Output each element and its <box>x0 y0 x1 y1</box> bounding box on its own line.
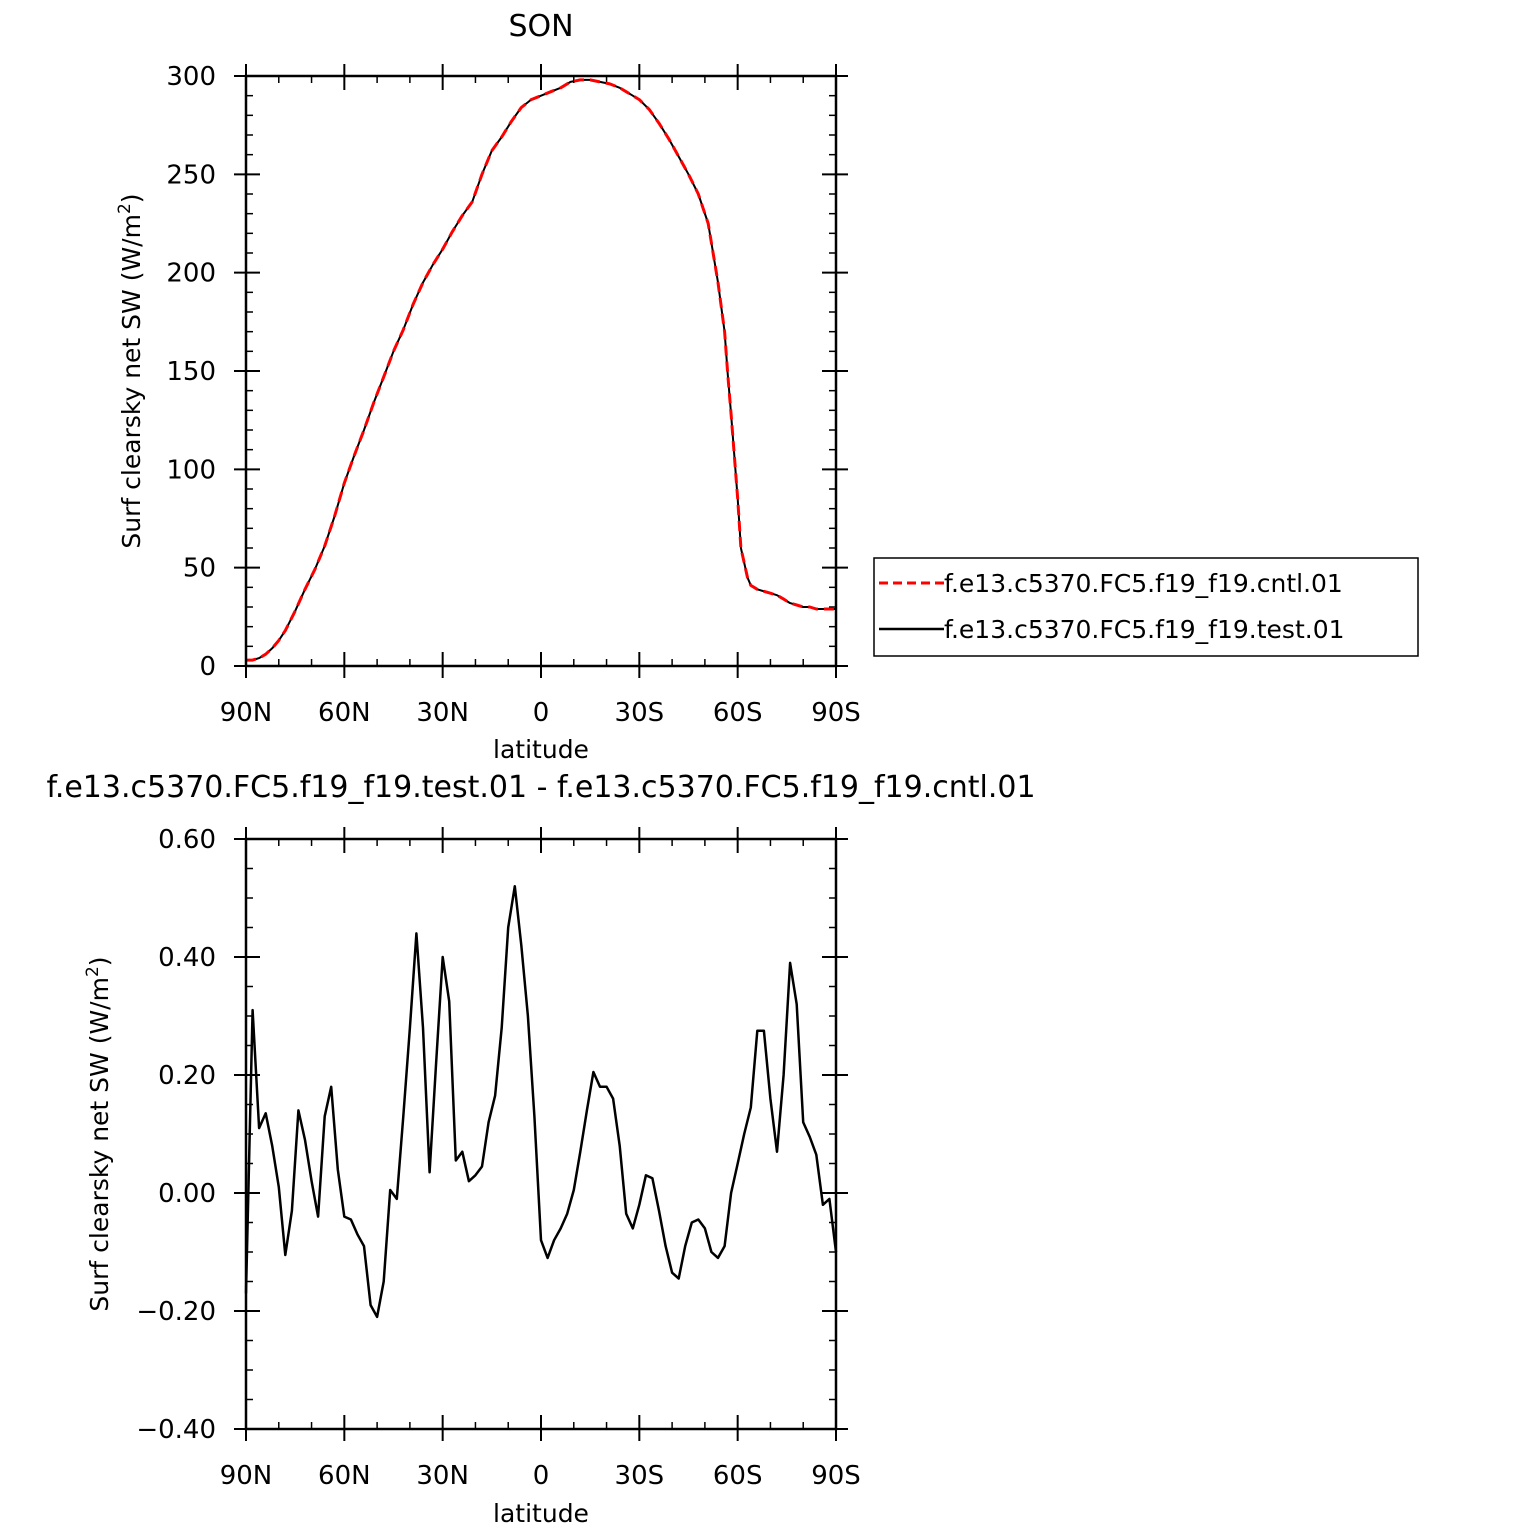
y-tick-label: 100 <box>166 455 216 485</box>
x-tick-label: 90N <box>220 1461 273 1491</box>
top-x-axis-label: latitude <box>493 735 589 764</box>
x-tick-label: 30N <box>416 698 469 728</box>
x-tick-label: 90S <box>811 698 861 728</box>
x-tick-label: 0 <box>533 698 550 728</box>
y-tick-label: 0.00 <box>158 1179 216 1209</box>
y-tick-label: 50 <box>183 554 216 584</box>
top-panel: SON 90N 60N 30N 0 30S 60S 90S 0 50 100 150 200 250 30… <box>115 9 1419 764</box>
bottom-series-lines <box>244 884 838 1319</box>
bottom-panel: f.e13.c5370.FC5.f19_f19.test.01 - f.e13.… <box>46 770 1035 1528</box>
x-tick-label: 60S <box>713 1461 763 1491</box>
bottom-plot-frame <box>244 837 838 1431</box>
x-tick-label: 90N <box>220 698 273 728</box>
x-tick-label: 60N <box>318 1461 371 1491</box>
x-tick-label: 30S <box>615 698 665 728</box>
y-tick-label: 150 <box>166 357 216 387</box>
legend-box <box>873 557 1419 657</box>
y-tick-label: 0.20 <box>158 1061 216 1091</box>
y-tick-label: 200 <box>166 259 216 289</box>
bottom-chart-title: f.e13.c5370.FC5.f19_f19.test.01 - f.e13.… <box>46 770 1035 805</box>
series-line-2 <box>246 78 836 662</box>
top-y-axis-label: Surf clearsky net SW (W/m2) <box>115 193 146 548</box>
x-tick-label: 30S <box>615 1461 665 1491</box>
series-line-1 <box>244 884 838 1319</box>
top-chart-title: SON <box>508 9 573 44</box>
y-tick-label: 250 <box>166 160 216 190</box>
legend: f.e13.c5370.FC5.f19_f19.cntl.01 f.e13.c5… <box>873 557 1419 657</box>
x-tick-label: 60S <box>713 698 763 728</box>
y-tick-label: 300 <box>166 62 216 92</box>
legend-label-test: f.e13.c5370.FC5.f19_f19.test.01 <box>944 615 1345 644</box>
y-tick-label: −0.20 <box>136 1297 216 1327</box>
y-tick-label: 0.40 <box>158 943 216 973</box>
y-tick-label: 0 <box>199 652 216 682</box>
x-tick-label: 30N <box>416 1461 469 1491</box>
top-tick-labels: 90N 60N 30N 0 30S 60S 90S 0 50 100 150 200 250 300 <box>166 62 860 728</box>
bottom-x-axis-label: latitude <box>493 1499 589 1528</box>
x-tick-label: 90S <box>811 1461 861 1491</box>
top-plot-frame <box>244 74 838 668</box>
x-tick-label: 0 <box>533 1461 550 1491</box>
x-tick-label: 60N <box>318 698 371 728</box>
top-series-lines <box>246 78 836 662</box>
top-axis-ticks <box>234 64 848 678</box>
y-tick-label: −0.40 <box>136 1415 216 1445</box>
y-tick-label: 0.60 <box>158 825 216 855</box>
bottom-tick-labels: 90N 60N 30N 0 30S 60S 90S −0.40 −0.20 0.00 0.20 0.4… <box>136 825 860 1491</box>
legend-label-cntl: f.e13.c5370.FC5.f19_f19.cntl.01 <box>944 569 1343 598</box>
bottom-y-axis-label: Surf clearsky net SW (W/m2) <box>83 956 114 1311</box>
bottom-axis-ticks <box>234 827 848 1441</box>
